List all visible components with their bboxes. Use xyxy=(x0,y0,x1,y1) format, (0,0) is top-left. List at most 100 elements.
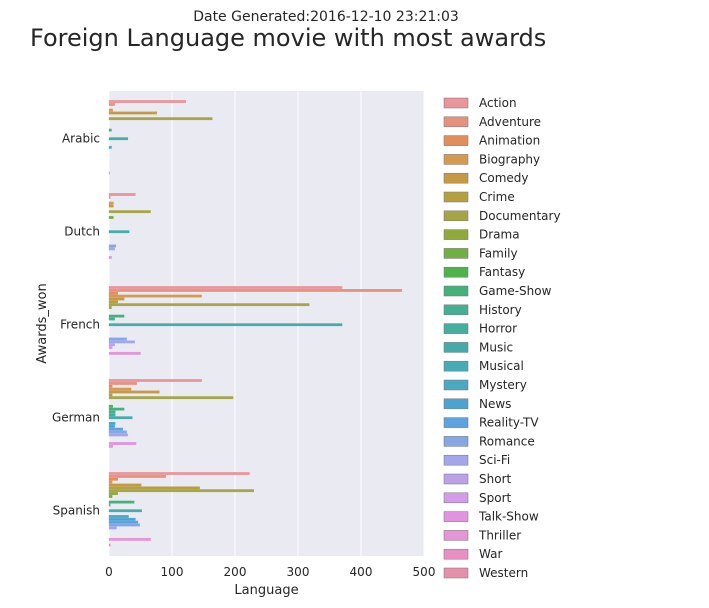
bar-dutch-romance xyxy=(108,244,117,248)
legend-swatch-biography xyxy=(443,154,469,165)
x-tick-label-500: 500 xyxy=(413,565,436,579)
legend-swatch-history xyxy=(443,304,469,316)
legend-label-biography: Biography xyxy=(479,152,540,166)
bar-french-adventure xyxy=(108,289,403,292)
bar-spanish-family xyxy=(108,495,113,498)
bar-dutch-family xyxy=(108,216,114,219)
bar-german-documentary xyxy=(108,396,234,400)
legend-label-drama: Drama xyxy=(479,228,520,242)
bar-german-sci-fi xyxy=(108,433,129,437)
y-tick-label-french: French xyxy=(60,318,100,332)
y-axis-ticks: Arabic Dutch French German Spanish xyxy=(52,132,100,518)
legend-swatch-short xyxy=(443,473,469,485)
bar-german-reality-tv xyxy=(108,427,124,431)
bar-french-documentary xyxy=(108,303,310,307)
bar-german-talk-show xyxy=(108,442,137,445)
legend-label-talk-show: Talk-Show xyxy=(478,510,539,524)
bar-french-crime xyxy=(108,300,118,304)
legend-label-action: Action xyxy=(479,96,517,110)
y-axis-label: Awards_won xyxy=(35,283,50,363)
bar-arabic-news xyxy=(108,145,112,149)
legend-label-family: Family xyxy=(479,246,518,260)
bar-german-fantasy xyxy=(108,404,113,408)
legend-label-sci-fi: Sci-Fi xyxy=(479,453,510,467)
bar-spanish-animation xyxy=(108,477,118,481)
bar-french-sci-fi xyxy=(108,340,135,344)
bar-german-history xyxy=(108,410,116,414)
bar-dutch-documentary xyxy=(108,210,151,214)
legend-label-news: News xyxy=(479,397,511,411)
x-tick-label-200: 200 xyxy=(224,565,247,579)
legend-label-music: Music xyxy=(479,340,513,354)
x-tick-label-300: 300 xyxy=(287,565,310,579)
y-tick-label-arabic: Arabic xyxy=(62,132,100,146)
bar-german-action xyxy=(108,379,202,382)
legend-label-short: Short xyxy=(479,472,511,486)
bar-spanish-drama xyxy=(108,492,118,495)
legend-label-musical: Musical xyxy=(479,359,524,373)
bar-french-animation xyxy=(108,291,118,295)
bar-dutch-comedy xyxy=(108,204,114,208)
x-tick-label-100: 100 xyxy=(161,565,184,579)
bar-spanish-documentary xyxy=(108,489,255,493)
legend-swatch-musical xyxy=(443,360,469,372)
bar-spanish-romance xyxy=(108,523,141,527)
legend-swatch-western xyxy=(443,567,469,579)
bar-spanish-sci-fi xyxy=(108,526,117,530)
x-tick-label-0: 0 xyxy=(105,565,113,579)
bar-arabic-western xyxy=(108,171,110,175)
bar-dutch-talk-show xyxy=(108,256,112,259)
bar-german-game-show xyxy=(108,407,125,411)
y-tick-label-german: German xyxy=(52,411,100,425)
bar-german-biography xyxy=(108,387,132,391)
bar-spanish-reality-tv xyxy=(108,520,139,524)
bar-arabic-adventure xyxy=(108,103,115,106)
legend-swatch-fantasy xyxy=(443,266,469,278)
bar-french-thriller xyxy=(108,351,141,355)
bar-arabic-documentary xyxy=(108,117,213,121)
legend-label-adventure: Adventure xyxy=(479,115,541,129)
legend-swatch-animation xyxy=(443,135,469,146)
bar-french-music xyxy=(108,323,343,327)
bar-spanish-thriller xyxy=(108,537,151,541)
bar-spanish-history xyxy=(108,503,111,507)
legend-label-fantasy: Fantasy xyxy=(479,265,525,279)
bar-spanish-news xyxy=(108,517,136,521)
bar-dutch-music xyxy=(108,230,130,234)
bar-french-drama xyxy=(108,306,112,309)
legend-swatch-news xyxy=(443,398,469,410)
legend-label-war: War xyxy=(479,547,502,561)
bar-german-news xyxy=(108,424,115,428)
bar-spanish-biography xyxy=(108,480,113,484)
legend-label-romance: Romance xyxy=(479,434,535,448)
bar-dutch-biography xyxy=(108,201,114,205)
legend-label-mystery: Mystery xyxy=(479,378,527,392)
bar-german-animation xyxy=(108,384,113,388)
bar-german-horror xyxy=(108,413,116,417)
legend-swatch-war xyxy=(443,548,469,560)
bar-spanish-western xyxy=(108,543,111,547)
legend-label-game-show: Game-Show xyxy=(479,284,552,298)
x-tick-label-400: 400 xyxy=(350,565,373,579)
legend-label-crime: Crime xyxy=(479,190,515,204)
bar-spanish-action xyxy=(108,472,250,475)
legend-swatch-reality-tv xyxy=(443,417,469,428)
bar-spanish-adventure xyxy=(108,475,166,478)
legend-label-horror: Horror xyxy=(479,322,517,336)
legend-swatch-talk-show xyxy=(443,511,469,522)
bar-german-music xyxy=(108,416,133,420)
bar-french-short xyxy=(108,343,115,347)
legend-swatch-family xyxy=(443,248,469,259)
bar-spanish-comedy xyxy=(108,483,142,487)
bar-dutch-action xyxy=(108,193,136,196)
legend: Action Adventure Animation Biography Comedy C… xyxy=(443,96,561,580)
bars xyxy=(108,100,403,547)
legend-swatch-sport xyxy=(443,492,469,504)
bar-german-romance xyxy=(108,430,127,434)
legend-swatch-crime xyxy=(443,191,469,203)
legend-label-thriller: Thriller xyxy=(478,528,521,542)
bar-spanish-game-show xyxy=(108,500,135,504)
legend-label-animation: Animation xyxy=(479,134,540,148)
legend-label-history: History xyxy=(479,303,522,317)
bar-french-action xyxy=(108,286,343,289)
